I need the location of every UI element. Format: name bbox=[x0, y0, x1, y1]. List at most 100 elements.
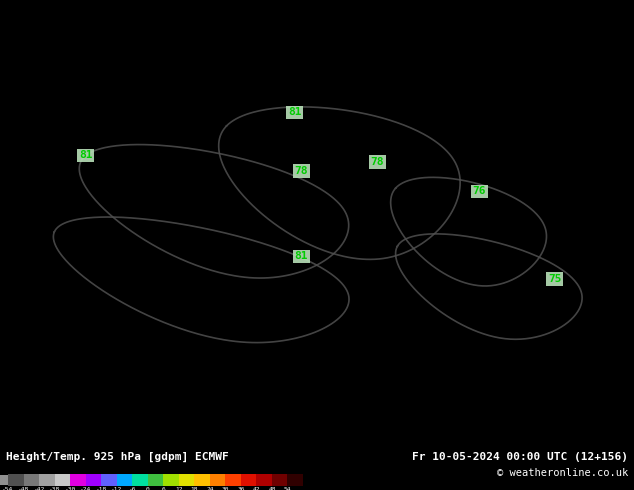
Text: 2: 2 bbox=[285, 28, 290, 38]
Text: 2: 2 bbox=[510, 326, 514, 336]
Text: 5: 5 bbox=[112, 316, 117, 324]
Text: 1: 1 bbox=[475, 101, 480, 111]
Text: 4: 4 bbox=[101, 383, 105, 392]
Text: 3: 3 bbox=[135, 197, 139, 206]
Text: 2: 2 bbox=[331, 23, 335, 32]
Text: 3: 3 bbox=[25, 96, 30, 105]
Text: 2: 2 bbox=[372, 389, 376, 397]
Text: 1: 1 bbox=[585, 113, 589, 122]
Text: 4: 4 bbox=[452, 175, 456, 184]
Text: 2: 2 bbox=[510, 130, 514, 139]
Text: 2: 2 bbox=[187, 175, 191, 184]
Text: 3: 3 bbox=[631, 101, 634, 111]
Text: 1: 1 bbox=[107, 74, 111, 82]
Text: 2: 2 bbox=[164, 0, 169, 9]
Text: 1: 1 bbox=[198, 23, 203, 32]
Text: 3: 3 bbox=[107, 316, 111, 324]
Text: 4: 4 bbox=[579, 124, 583, 133]
Text: 3: 3 bbox=[308, 304, 313, 313]
Text: 5: 5 bbox=[164, 326, 169, 336]
Text: 2: 2 bbox=[320, 91, 324, 99]
Text: 3: 3 bbox=[77, 208, 82, 218]
Text: 4: 4 bbox=[297, 304, 301, 313]
Text: 9: 9 bbox=[498, 68, 503, 77]
Text: 2: 2 bbox=[608, 383, 612, 392]
Text: 2: 2 bbox=[221, 57, 226, 66]
Text: 4: 4 bbox=[60, 316, 65, 324]
Text: 1: 1 bbox=[418, 293, 422, 302]
Text: 3: 3 bbox=[348, 338, 353, 347]
Text: 5: 5 bbox=[389, 394, 393, 403]
Text: 4: 4 bbox=[25, 394, 30, 403]
Text: 5: 5 bbox=[262, 197, 266, 206]
Text: 3: 3 bbox=[302, 180, 307, 189]
Text: 2: 2 bbox=[302, 304, 307, 313]
Text: 2: 2 bbox=[493, 316, 497, 324]
Text: 1: 1 bbox=[366, 186, 370, 195]
Text: 3: 3 bbox=[452, 298, 456, 307]
Text: 0: 0 bbox=[590, 91, 595, 99]
Text: 0: 0 bbox=[418, 79, 422, 88]
Text: 4: 4 bbox=[268, 343, 272, 352]
Text: 2: 2 bbox=[515, 225, 520, 234]
Text: 1: 1 bbox=[337, 74, 342, 82]
Text: 3: 3 bbox=[31, 428, 36, 437]
Text: 3: 3 bbox=[89, 147, 94, 156]
Text: 2: 2 bbox=[193, 152, 197, 161]
Text: 3: 3 bbox=[314, 287, 318, 296]
Text: 5: 5 bbox=[314, 377, 318, 386]
Text: 1: 1 bbox=[545, 248, 549, 257]
Text: 4: 4 bbox=[325, 220, 330, 229]
Text: 4: 4 bbox=[429, 192, 434, 200]
Text: 4: 4 bbox=[94, 287, 100, 296]
Text: 1: 1 bbox=[538, 332, 543, 341]
Text: 4: 4 bbox=[25, 175, 30, 184]
Text: 1: 1 bbox=[498, 107, 503, 116]
Text: 4: 4 bbox=[325, 113, 330, 122]
Text: 9: 9 bbox=[435, 85, 439, 94]
Text: 5: 5 bbox=[20, 130, 25, 139]
Text: 9: 9 bbox=[533, 0, 538, 4]
Text: 2: 2 bbox=[424, 265, 428, 274]
Text: 5: 5 bbox=[124, 141, 128, 150]
Text: 5: 5 bbox=[204, 147, 209, 156]
Text: 2: 2 bbox=[510, 310, 514, 318]
Text: 4: 4 bbox=[216, 253, 221, 263]
Text: 4: 4 bbox=[55, 17, 59, 26]
Text: 1: 1 bbox=[585, 248, 589, 257]
Text: 4: 4 bbox=[331, 57, 335, 66]
Text: 3: 3 bbox=[469, 180, 474, 189]
Text: 3: 3 bbox=[55, 259, 59, 268]
Text: 3: 3 bbox=[342, 242, 347, 251]
Text: 1: 1 bbox=[418, 130, 422, 139]
Text: 3: 3 bbox=[152, 287, 157, 296]
Text: 3: 3 bbox=[210, 119, 215, 127]
Text: 1: 1 bbox=[331, 180, 335, 189]
Text: 0: 0 bbox=[8, 62, 13, 72]
Text: 4: 4 bbox=[285, 310, 290, 318]
Text: 5: 5 bbox=[228, 304, 232, 313]
Text: 1: 1 bbox=[273, 91, 278, 99]
Text: 3: 3 bbox=[101, 371, 105, 381]
Text: 2: 2 bbox=[585, 394, 589, 403]
Text: 4: 4 bbox=[325, 197, 330, 206]
Text: 4: 4 bbox=[66, 433, 70, 442]
Text: 2: 2 bbox=[273, 34, 278, 43]
Text: 2: 2 bbox=[510, 107, 514, 116]
Text: 3: 3 bbox=[545, 338, 549, 347]
Text: 2: 2 bbox=[573, 298, 578, 307]
Text: 2: 2 bbox=[406, 169, 411, 178]
Text: 4: 4 bbox=[262, 74, 266, 82]
Text: 1: 1 bbox=[573, 225, 578, 234]
Text: 4: 4 bbox=[631, 107, 634, 116]
Text: 0: 0 bbox=[377, 0, 382, 4]
Text: 2: 2 bbox=[221, 186, 226, 195]
Text: 2: 2 bbox=[487, 130, 491, 139]
Text: 1: 1 bbox=[625, 270, 630, 279]
Text: 4: 4 bbox=[221, 124, 226, 133]
Text: 1: 1 bbox=[411, 158, 417, 167]
Text: -12: -12 bbox=[111, 487, 122, 490]
Text: 3: 3 bbox=[262, 304, 266, 313]
Text: 1: 1 bbox=[619, 321, 624, 330]
Text: 4: 4 bbox=[521, 119, 526, 127]
